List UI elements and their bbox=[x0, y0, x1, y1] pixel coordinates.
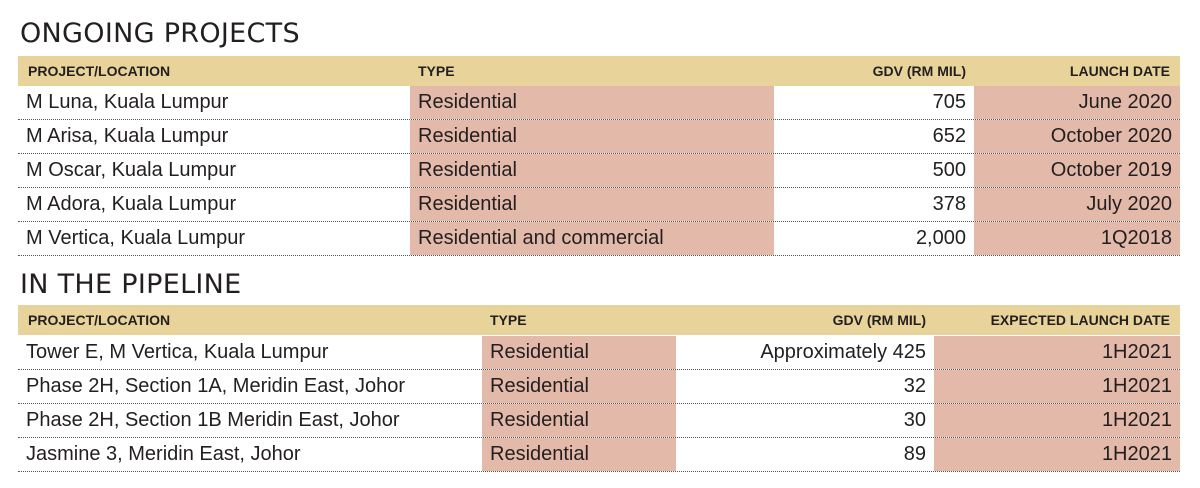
pipeline-header-gdv: GDV (RM MIL) bbox=[832, 312, 926, 328]
pipeline-cell-date: 1H2021 bbox=[934, 336, 1180, 369]
ongoing-header-date: LAUNCH DATE bbox=[1069, 63, 1170, 79]
ongoing-title: ONGOING PROJECTS bbox=[20, 18, 300, 49]
pipeline-cell-date: 1H2021 bbox=[934, 370, 1180, 403]
pipeline-cell-date: 1H2021 bbox=[934, 438, 1180, 471]
ongoing-cell-gdv: 500 bbox=[932, 159, 966, 181]
pipeline-cell-gdv: Approximately 425 bbox=[760, 341, 926, 363]
ongoing-table-row: M Adora, Kuala Lumpur Residential 378 July … bbox=[18, 188, 1180, 222]
ongoing-cell-type: Residential and commercial bbox=[410, 222, 774, 255]
ongoing-cell-gdv: 705 bbox=[932, 91, 966, 113]
ongoing-table-row: M Oscar, Kuala Lumpur Residential 500 Octob… bbox=[18, 154, 1180, 188]
ongoing-table-row: M Luna, Kuala Lumpur Residential 705 June 2… bbox=[18, 86, 1180, 120]
pipeline-header-type: TYPE bbox=[490, 312, 527, 328]
pipeline-table-row: Tower E, M Vertica, Kuala Lumpur Resident… bbox=[18, 336, 1180, 370]
pipeline-cell-project: Phase 2H, Section 1B Meridin East, Johor bbox=[26, 409, 400, 431]
ongoing-cell-gdv: 378 bbox=[932, 193, 966, 215]
pipeline-header-date: EXPECTED LAUNCH DATE bbox=[990, 312, 1170, 328]
ongoing-header-project: PROJECT/LOCATION bbox=[28, 63, 171, 79]
pipeline-header-project: PROJECT/LOCATION bbox=[28, 312, 171, 328]
pipeline-cell-gdv: 30 bbox=[903, 409, 926, 431]
ongoing-cell-type: Residential bbox=[410, 154, 774, 187]
pipeline-cell-gdv: 32 bbox=[903, 375, 926, 397]
pipeline-cell-project: Phase 2H, Section 1A, Meridin East, Joho… bbox=[26, 375, 406, 397]
pipeline-cell-gdv: 89 bbox=[903, 443, 926, 465]
ongoing-cell-type: Residential bbox=[410, 120, 774, 153]
ongoing-table-row: M Vertica, Kuala Lumpur Residential and c… bbox=[18, 222, 1180, 256]
pipeline-cell-type: Residential bbox=[482, 336, 676, 369]
ongoing-cell-date: June 2020 bbox=[974, 86, 1180, 119]
pipeline-header-row: PROJECT/LOCATION TYPE GDV (RM MIL) EXPEC… bbox=[18, 305, 1180, 335]
pipeline-cell-type: Residential bbox=[482, 404, 676, 437]
ongoing-header-row: PROJECT/LOCATION TYPE GDV (RM MIL) LAUNC… bbox=[18, 56, 1180, 86]
pipeline-title: IN THE PIPELINE bbox=[20, 269, 242, 300]
pipeline-table-row: Phase 2H, Section 1B Meridin East, Johor… bbox=[18, 404, 1180, 438]
ongoing-cell-date: October 2020 bbox=[974, 120, 1180, 153]
ongoing-header-type: TYPE bbox=[418, 63, 455, 79]
ongoing-cell-project: M Luna, Kuala Lumpur bbox=[26, 91, 229, 113]
ongoing-table-row: M Arisa, Kuala Lumpur Residential 652 Octob… bbox=[18, 120, 1180, 154]
pipeline-cell-type: Residential bbox=[482, 370, 676, 403]
pipeline-cell-project: Jasmine 3, Meridin East, Johor bbox=[26, 443, 301, 465]
pipeline-cell-date: 1H2021 bbox=[934, 404, 1180, 437]
ongoing-cell-date: October 2019 bbox=[974, 154, 1180, 187]
pipeline-table-row: Jasmine 3, Meridin East, Johor Residentia… bbox=[18, 438, 1180, 472]
ongoing-header-gdv: GDV (RM MIL) bbox=[872, 63, 966, 79]
ongoing-cell-project: M Oscar, Kuala Lumpur bbox=[26, 159, 237, 181]
ongoing-cell-type: Residential bbox=[410, 86, 774, 119]
pipeline-table-row: Phase 2H, Section 1A, Meridin East, Joho… bbox=[18, 370, 1180, 404]
ongoing-cell-project: M Arisa, Kuala Lumpur bbox=[26, 125, 229, 147]
ongoing-cell-date: 1Q2018 bbox=[974, 222, 1180, 255]
ongoing-cell-gdv: 2,000 bbox=[915, 227, 966, 249]
pipeline-cell-type: Residential bbox=[482, 438, 676, 471]
ongoing-cell-gdv: 652 bbox=[932, 125, 966, 147]
ongoing-cell-project: M Adora, Kuala Lumpur bbox=[26, 193, 237, 215]
ongoing-cell-type: Residential bbox=[410, 188, 774, 221]
ongoing-cell-date: July 2020 bbox=[974, 188, 1180, 221]
pipeline-cell-project: Tower E, M Vertica, Kuala Lumpur bbox=[26, 341, 329, 363]
ongoing-cell-project: M Vertica, Kuala Lumpur bbox=[26, 227, 245, 249]
